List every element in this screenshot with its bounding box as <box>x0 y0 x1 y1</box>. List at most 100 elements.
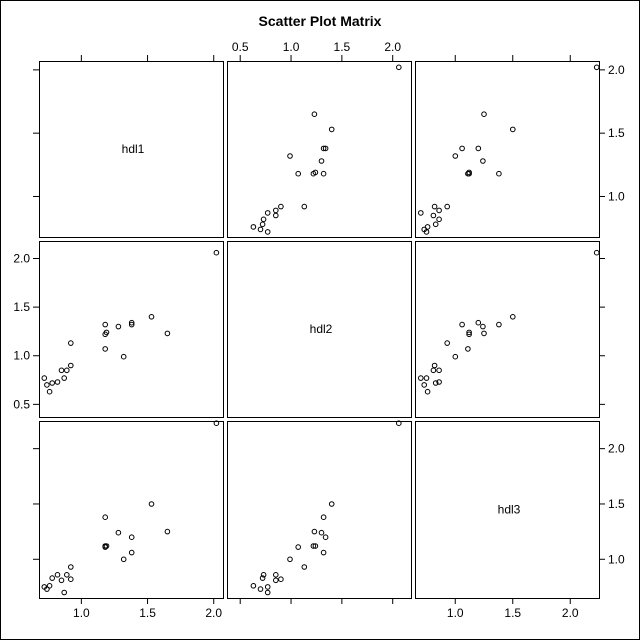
point-hdl2-vs-hdl1-11 <box>102 346 108 352</box>
point-hdl2-vs-hdl1-9 <box>68 340 74 346</box>
point-hdl3-vs-hdl2-2 <box>257 586 264 592</box>
point-hdl3-vs-hdl2-17 <box>322 534 329 541</box>
point-hdl2-vs-hdl1-2 <box>44 382 50 388</box>
x-tick-label-hdl2-2: 1.5 <box>334 40 351 54</box>
point-hdl1-vs-hdl2-17 <box>322 145 329 152</box>
point-hdl3-vs-hdl1-7 <box>61 589 67 596</box>
y-tick-label-hdl2-3: 2.0 <box>13 252 30 266</box>
x-tick-label-hdl2-1: 1.0 <box>283 40 300 54</box>
point-hdl3-vs-hdl1-5 <box>54 572 61 578</box>
point-hdl2-vs-hdl1-3 <box>46 388 53 395</box>
x-tick-label-hdl1-1: 1.5 <box>139 606 156 620</box>
point-hdl2-vs-hdl3-7 <box>418 375 424 381</box>
point-hdl2-vs-hdl1-1 <box>41 375 48 381</box>
y-tick-label-hdl1-0: 1.0 <box>608 189 625 203</box>
panel-hdl2-hdl1 <box>39 241 224 418</box>
point-hdl1-vs-hdl3-17 <box>475 145 482 152</box>
x-tick-label-hdl3-1: 1.5 <box>504 606 521 620</box>
point-hdl3-vs-hdl1-6 <box>58 577 65 584</box>
point-hdl1-vs-hdl2-2 <box>257 226 264 233</box>
point-hdl3-vs-hdl1-12 <box>102 514 108 521</box>
point-hdl3-vs-hdl1-14 <box>103 543 110 549</box>
point-hdl1-vs-hdl2-3 <box>250 224 257 230</box>
point-hdl3-vs-hdl2-12 <box>320 514 327 521</box>
point-hdl3-vs-hdl1-20 <box>164 528 171 535</box>
panel-hdl2-hdl3 <box>415 241 600 418</box>
point-hdl2-vs-hdl1-12 <box>102 321 108 328</box>
y-tick-label-hdl2-1: 1.0 <box>13 349 30 363</box>
variable-label-hdl3: hdl3 <box>498 503 521 517</box>
point-hdl1-vs-hdl3-10 <box>431 203 438 210</box>
point-hdl3-vs-hdl2-5 <box>260 572 267 578</box>
point-hdl1-vs-hdl3-6 <box>430 212 437 219</box>
point-hdl3-vs-hdl2-14 <box>312 543 319 549</box>
point-hdl2-vs-hdl3-15 <box>480 323 486 330</box>
point-hdl1-vs-hdl3-15 <box>480 158 486 164</box>
point-hdl2-vs-hdl3-8 <box>436 367 442 374</box>
point-hdl1-vs-hdl3-12 <box>496 170 502 177</box>
point-hdl1-vs-hdl2-4 <box>259 221 266 228</box>
point-hdl2-vs-hdl3-16 <box>452 353 459 360</box>
point-hdl3-vs-hdl2-20 <box>311 528 318 535</box>
point-hdl3-vs-hdl2-8 <box>273 572 279 578</box>
point-hdl3-vs-hdl1-15 <box>115 529 122 536</box>
point-hdl1-vs-hdl2-20 <box>311 111 318 117</box>
point-hdl1-vs-hdl3-18 <box>459 145 465 152</box>
point-hdl2-vs-hdl1-4 <box>49 380 56 386</box>
point-hdl3-vs-hdl2-3 <box>250 583 257 589</box>
point-hdl1-vs-hdl2-15 <box>318 158 325 164</box>
point-hdl3-vs-hdl2-13 <box>310 543 317 549</box>
point-hdl2-vs-hdl3-9 <box>444 340 451 346</box>
point-hdl2-vs-hdl3-2 <box>421 382 428 388</box>
chart-title: Scatter Plot Matrix <box>259 13 382 29</box>
y-tick-label-hdl1-2: 2.0 <box>608 63 625 77</box>
point-hdl2-vs-hdl1-16 <box>120 353 127 360</box>
point-hdl3-vs-hdl2-15 <box>318 529 325 536</box>
point-hdl1-vs-hdl3-9 <box>444 203 451 210</box>
x-tick-label-hdl1-0: 1.0 <box>73 606 90 620</box>
variable-label-hdl1: hdl1 <box>122 142 145 156</box>
point-hdl3-vs-hdl2-6 <box>273 577 279 584</box>
x-tick-label-hdl1-2: 2.0 <box>205 606 222 620</box>
y-tick-label-hdl2-2: 1.5 <box>13 300 30 314</box>
point-hdl3-vs-hdl2-9 <box>301 564 308 570</box>
point-hdl2-vs-hdl3-20 <box>481 330 487 337</box>
point-hdl2-vs-hdl1-18 <box>128 321 135 328</box>
point-hdl2-vs-hdl1-14 <box>103 329 110 336</box>
point-hdl3-vs-hdl1-16 <box>120 556 127 563</box>
point-hdl1-vs-hdl2-10 <box>278 203 284 210</box>
point-hdl2-vs-hdl1-8 <box>64 367 70 374</box>
point-hdl1-vs-hdl3-4 <box>432 221 439 228</box>
point-hdl3-vs-hdl1-17 <box>128 534 135 541</box>
x-tick-label-hdl2-0: 0.5 <box>232 40 249 54</box>
point-hdl1-vs-hdl3-21 <box>593 64 600 71</box>
point-hdl3-vs-hdl2-10 <box>278 576 284 583</box>
point-hdl3-vs-hdl2-4 <box>259 575 266 581</box>
point-hdl1-vs-hdl3-19 <box>510 126 516 133</box>
point-hdl1-vs-hdl2-5 <box>260 216 267 223</box>
panel-hdl3-hdl3 <box>415 421 600 599</box>
point-hdl1-vs-hdl2-7 <box>264 210 271 216</box>
point-hdl3-vs-hdl1-4 <box>49 575 56 581</box>
panel-hdl1-hdl1 <box>39 61 224 238</box>
point-hdl3-vs-hdl1-3 <box>46 583 53 589</box>
variable-label-hdl2: hdl2 <box>310 322 333 336</box>
panel-hdl3-hdl1 <box>39 421 224 599</box>
point-hdl2-vs-hdl1-5 <box>54 379 61 385</box>
point-hdl2-vs-hdl1-19 <box>148 314 155 320</box>
point-hdl1-vs-hdl2-12 <box>320 170 327 177</box>
point-hdl2-vs-hdl3-13 <box>466 331 472 338</box>
point-hdl1-vs-hdl2-18 <box>320 145 327 152</box>
point-hdl1-vs-hdl3-20 <box>481 111 487 117</box>
point-hdl3-vs-hdl2-1 <box>264 584 271 590</box>
panel-hdl3-hdl2 <box>227 421 412 599</box>
point-hdl2-vs-hdl3-17 <box>475 319 482 326</box>
point-hdl3-vs-hdl1-21 <box>213 420 220 427</box>
point-hdl3-vs-hdl1-19 <box>148 501 155 507</box>
y-tick-label-hdl3-0: 1.0 <box>608 552 625 566</box>
point-hdl1-vs-hdl3-16 <box>452 153 459 159</box>
point-hdl3-vs-hdl1-2 <box>44 586 50 592</box>
x-tick-label-hdl3-0: 1.0 <box>447 606 464 620</box>
point-hdl2-vs-hdl3-11 <box>465 346 471 352</box>
point-hdl2-vs-hdl3-12 <box>496 321 502 328</box>
